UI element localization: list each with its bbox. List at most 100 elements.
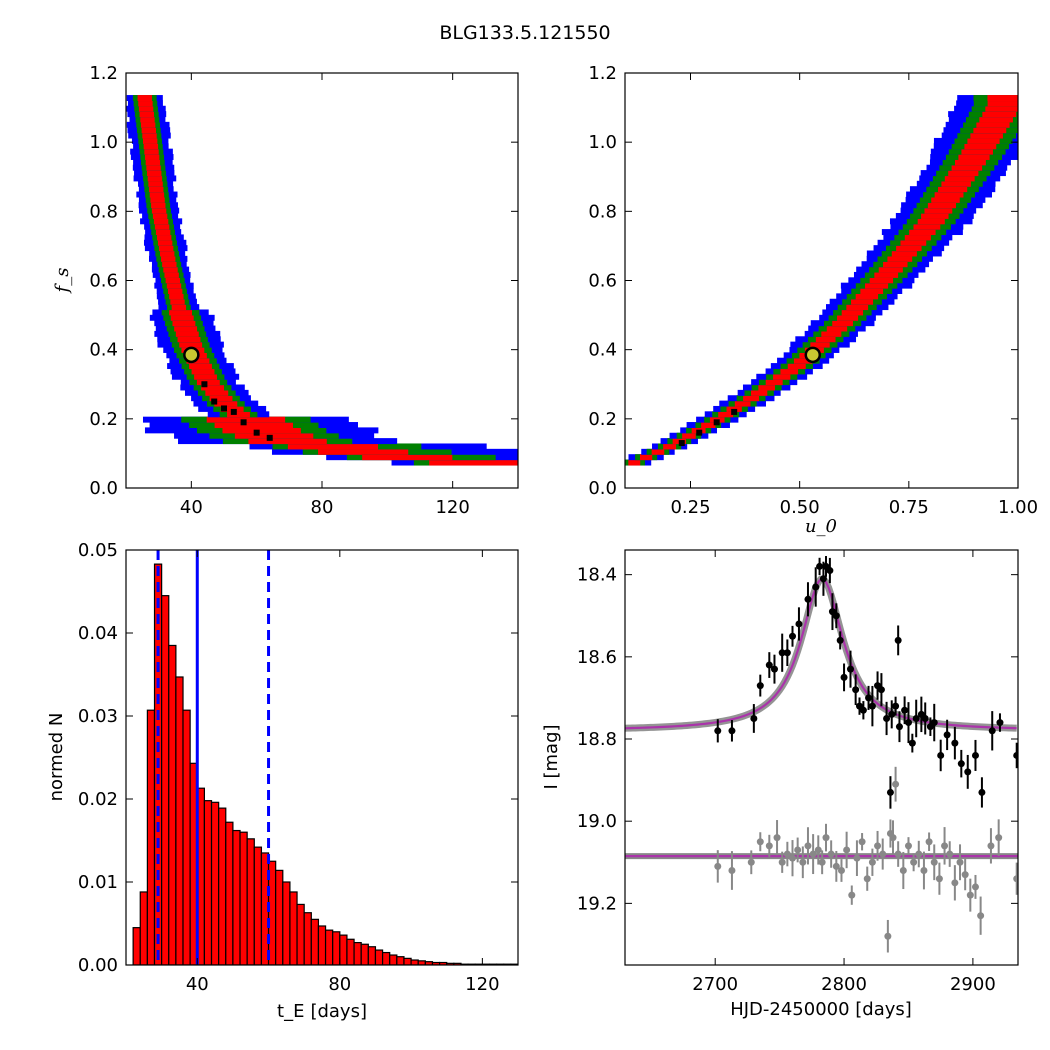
posterior-cell <box>718 411 734 418</box>
data-point <box>883 714 891 722</box>
posterior-cell <box>887 255 913 262</box>
residual-point <box>789 854 797 862</box>
data-point <box>756 682 764 690</box>
histogram-bar <box>417 960 426 965</box>
posterior-cell <box>205 389 229 396</box>
posterior-cell <box>855 293 879 300</box>
x-tick-label: 2800 <box>821 974 867 995</box>
posterior-cell <box>896 245 922 252</box>
posterior-cell <box>142 137 158 144</box>
posterior-cell <box>145 159 161 166</box>
residual-point <box>837 866 845 874</box>
x-axis-label: t_E [days] <box>277 1001 367 1022</box>
posterior-cell <box>140 121 156 128</box>
histogram-bar <box>332 931 341 965</box>
posterior-cell <box>150 196 165 203</box>
y-tick-label: 0.01 <box>78 872 118 893</box>
best-cell <box>731 408 738 415</box>
y-tick-label: 0.05 <box>78 540 118 561</box>
posterior-cell <box>924 207 953 214</box>
posterior-cell <box>194 373 217 380</box>
residual-point <box>956 858 964 866</box>
x-tick-label: 40 <box>180 497 203 518</box>
posterior-cell <box>913 223 941 230</box>
panel-te-histogram: 40 80 120 0.00 0.01 0.02 0.03 0.04 0.05 t_E [days… <box>46 540 519 1022</box>
posterior-cell <box>146 164 161 171</box>
histogram-bar <box>389 954 398 965</box>
posterior-cell <box>186 357 210 364</box>
x-tick-label: 0.25 <box>670 497 710 518</box>
residual-point <box>809 850 817 858</box>
residual-point <box>804 842 812 850</box>
residual-point <box>858 838 866 846</box>
posterior-cell <box>869 277 894 284</box>
posterior-cell <box>222 427 301 434</box>
histogram-bar <box>175 676 184 965</box>
posterior-cell <box>938 186 968 193</box>
posterior-cell <box>318 448 409 455</box>
posterior-cell <box>841 309 864 316</box>
posterior-cell <box>948 170 979 177</box>
data-point <box>789 632 797 640</box>
x-tick-label: 0.50 <box>780 497 820 518</box>
histogram-bar <box>317 925 327 965</box>
residual-point <box>925 838 933 846</box>
y-tick-label: 18.4 <box>577 565 617 586</box>
histogram-bar <box>246 838 255 965</box>
residual-point <box>827 850 835 858</box>
posterior-cell <box>196 379 220 386</box>
residual-point <box>951 879 959 887</box>
histogram-bar <box>353 941 362 965</box>
residual-point <box>946 850 954 858</box>
posterior-cell <box>878 266 903 273</box>
residual-point <box>1013 875 1018 883</box>
residual-point <box>853 854 861 862</box>
data-point <box>908 739 916 747</box>
posterior-cell <box>170 298 185 305</box>
residual-point <box>863 875 871 883</box>
y-tick-label: 0.0 <box>588 478 617 499</box>
posterior-cell <box>169 293 184 300</box>
data-point <box>795 620 803 628</box>
x-tick-label: 80 <box>328 974 351 995</box>
data-point <box>877 686 885 694</box>
residual-point <box>892 780 900 788</box>
y-tick-label: 0.6 <box>89 271 118 292</box>
posterior-cell <box>944 175 975 182</box>
best-cell <box>201 381 208 388</box>
histogram-bar <box>168 644 177 965</box>
y-tick-label: 0.4 <box>89 340 118 361</box>
posterior-cell <box>151 202 166 209</box>
posterior-cell <box>941 180 971 187</box>
data-point <box>783 649 791 657</box>
posterior-cell <box>909 229 936 236</box>
y-tick-label: 0.8 <box>89 201 118 222</box>
x-tick-label: 120 <box>465 974 499 995</box>
posterior-cell <box>979 116 1013 123</box>
x-tick-label: 0.75 <box>889 497 929 518</box>
residual-point <box>995 834 1003 842</box>
posterior-cell <box>815 336 836 343</box>
histogram-bar <box>310 918 320 965</box>
data-point <box>957 760 965 768</box>
residual-point <box>778 858 786 866</box>
panel-fs-vs-u0: 0.25 0.50 0.75 1.00 0.0 0.2 0.4 0.6 0.8 1.0 1.2 u_… <box>588 63 1038 537</box>
best-cell <box>211 398 218 405</box>
data-point <box>964 768 972 776</box>
residual-point <box>894 850 902 858</box>
data-point <box>888 710 896 718</box>
histogram-bar <box>182 709 191 965</box>
y-tick-label: 18.6 <box>577 647 617 668</box>
residual-point <box>765 842 773 850</box>
best-cell <box>678 440 685 447</box>
posterior-cell <box>161 255 176 262</box>
best-cell <box>240 419 247 426</box>
panel-fs-vs-te: 40 80 120 0.0 0.2 0.4 0.6 0.8 1.0 1.2 f_s <box>52 63 519 518</box>
posterior-cell <box>170 314 194 321</box>
histogram-bar <box>410 959 419 965</box>
residual-point <box>966 891 974 899</box>
posterior-cell <box>145 154 160 160</box>
data-point <box>770 665 778 673</box>
posterior-cell <box>964 143 997 150</box>
residual-point <box>961 871 969 879</box>
